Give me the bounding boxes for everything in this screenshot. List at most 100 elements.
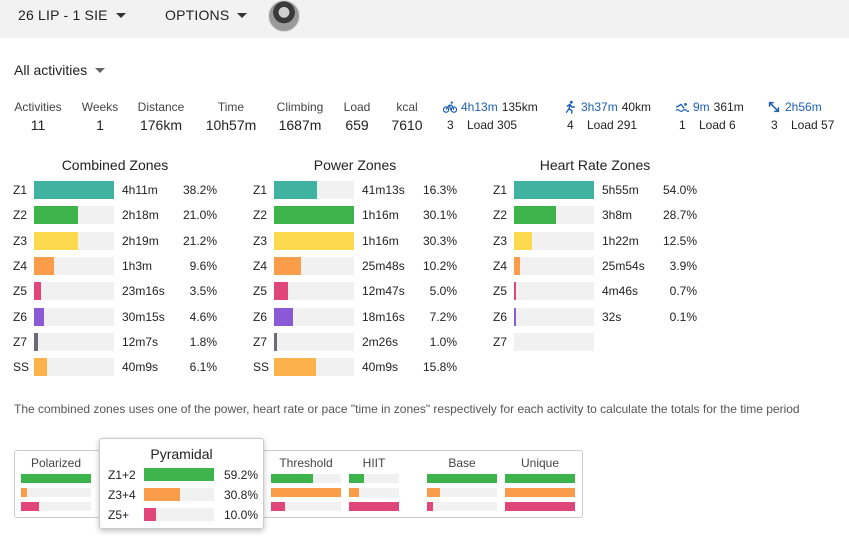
sport-summary-swim[interactable]: 9m 361m 1 Load 6 (675, 100, 744, 132)
zone-row: Z7 12m7s 1.8% (13, 332, 217, 351)
zone-row: Z5 4m46s 0.7% (493, 282, 697, 301)
distribution-bar-fill (427, 502, 433, 511)
zone-bar-fill (274, 256, 302, 275)
zone-bar-fill (274, 358, 316, 377)
zone-bar (514, 307, 594, 326)
zone-table-title: Power Zones (313, 157, 397, 173)
options-dropdown[interactable]: OPTIONS (165, 7, 248, 23)
activity-filter-dropdown[interactable]: All activities (14, 62, 106, 78)
pyramidal-bar (144, 508, 214, 521)
stat-label: Weeks (81, 100, 119, 114)
sport-summary-other[interactable]: 2h56m 3 Load 57 (767, 100, 834, 132)
sport-load: Load 57 (791, 118, 835, 132)
zone-label: Z1 (253, 183, 268, 197)
zone-row: Z5 12m47s 5.0% (253, 282, 457, 301)
zone-label: Z2 (13, 208, 28, 223)
zone-bar (514, 231, 594, 250)
zone-label: Z2 (253, 208, 268, 223)
sport-time: 3h37m (581, 100, 618, 114)
zone-time: 25m54s (602, 258, 645, 273)
sport-time: 4h13m (461, 100, 498, 114)
sport-time: 9m (693, 100, 710, 114)
zone-bar-fill (274, 307, 294, 326)
sport-count: 1 (679, 118, 686, 132)
sport-summary-run[interactable]: 3h37m 40km 4 Load 291 (563, 100, 651, 132)
zone-row: Z1 5h55m 54.0% (493, 181, 697, 199)
pyramidal-bar-fill (144, 508, 156, 521)
zone-bar-fill (274, 206, 354, 225)
pyramidal-popup: Pyramidal Z1+2 59.2% Z3+4 30.8% Z5+ 10.0% (99, 438, 264, 529)
zone-percent: 7.2% (429, 309, 457, 324)
zone-percent: 1.0% (429, 334, 457, 349)
zone-time: 5h55m (602, 183, 639, 197)
distribution-bar (505, 502, 575, 511)
zone-bar (34, 256, 114, 275)
distribution-polarized[interactable]: Polarized (21, 451, 91, 517)
zone-label: Z4 (493, 258, 508, 273)
zone-time: 32s (602, 309, 622, 324)
intensity-distribution-panel: Polarized Threshold HIIT Base Unique (14, 450, 583, 518)
zone-bar (34, 358, 114, 377)
zone-bar (34, 206, 114, 225)
zone-bar (34, 307, 114, 326)
zone-percent: 5.0% (429, 284, 457, 299)
distribution-hiit[interactable]: HIIT (349, 451, 399, 517)
combined-zones-note: The combined zones uses one of the power… (14, 402, 800, 416)
zone-percent: 16.3% (422, 183, 457, 197)
pyramidal-bar (144, 468, 214, 481)
pyramidal-zone-label: Z5+ (108, 508, 130, 522)
distribution-bar-fill (21, 474, 91, 483)
zone-row: Z1 4h11m 38.2% (13, 181, 217, 199)
zone-percent: 9.6% (189, 258, 217, 273)
zone-time: 12m47s (362, 284, 405, 299)
stat-value: 1 (96, 117, 104, 133)
sport-count: 3 (771, 118, 778, 132)
zone-bar-fill (34, 181, 114, 199)
zone-percent: 54.0% (662, 183, 697, 197)
distribution-bar-fill (349, 502, 399, 511)
zone-row: Z3 2h19m 21.2% (13, 231, 217, 250)
distribution-unique[interactable]: Unique (505, 451, 575, 517)
zone-bar (34, 282, 114, 301)
distribution-bar (271, 502, 341, 511)
zone-percent: 12.5% (662, 233, 697, 248)
sport-summary-bike[interactable]: 4h13m 135km 3 Load 305 (442, 100, 538, 132)
sport-count: 4 (567, 118, 574, 132)
zone-row: Z3 1h22m 12.5% (493, 231, 697, 250)
activity-filter-label: All activities (14, 62, 88, 78)
zone-time: 2h18m (122, 208, 159, 223)
pyramidal-percent: 10.0% (223, 508, 258, 522)
zone-bar (274, 231, 354, 250)
stat-weeks: Weeks 1 (82, 100, 118, 133)
zone-bar-fill (34, 282, 42, 301)
zone-label: Z3 (13, 233, 28, 248)
stat-kcal: kcal 7610 (391, 100, 422, 133)
zone-row: SS 40m9s 6.1% (13, 358, 217, 377)
zone-bar (274, 181, 354, 199)
zone-table-title: Heart Rate Zones (539, 157, 651, 173)
distribution-bar (349, 502, 399, 511)
zone-bar-fill (274, 181, 318, 199)
sport-distance: 40km (621, 100, 652, 114)
distribution-base[interactable]: Base (427, 451, 497, 517)
pyramidal-title: Pyramidal (150, 446, 213, 462)
distribution-bar-fill (427, 488, 440, 497)
zone-label: Z7 (253, 334, 268, 349)
zone-label: Z1 (493, 183, 508, 197)
distribution-threshold[interactable]: Threshold (271, 451, 341, 517)
zone-time: 1h16m (362, 208, 399, 223)
stat-label: Load (343, 100, 371, 114)
avatar[interactable] (268, 0, 300, 32)
zone-bar (514, 282, 594, 301)
distribution-bar-fill (271, 488, 341, 497)
sport-time: 2h56m (785, 100, 822, 114)
sport-load: Load 6 (699, 118, 736, 132)
distribution-bar (427, 488, 497, 497)
zone-label: Z1 (13, 183, 28, 197)
zone-row: Z1 41m13s 16.3% (253, 181, 457, 199)
zone-label: Z5 (13, 284, 28, 299)
zone-time: 1h16m (362, 233, 399, 248)
zone-time: 1h22m (602, 233, 639, 248)
zone-row: Z7 (493, 332, 697, 351)
date-range-dropdown[interactable]: 26 LIP - 1 SIE (18, 7, 126, 23)
